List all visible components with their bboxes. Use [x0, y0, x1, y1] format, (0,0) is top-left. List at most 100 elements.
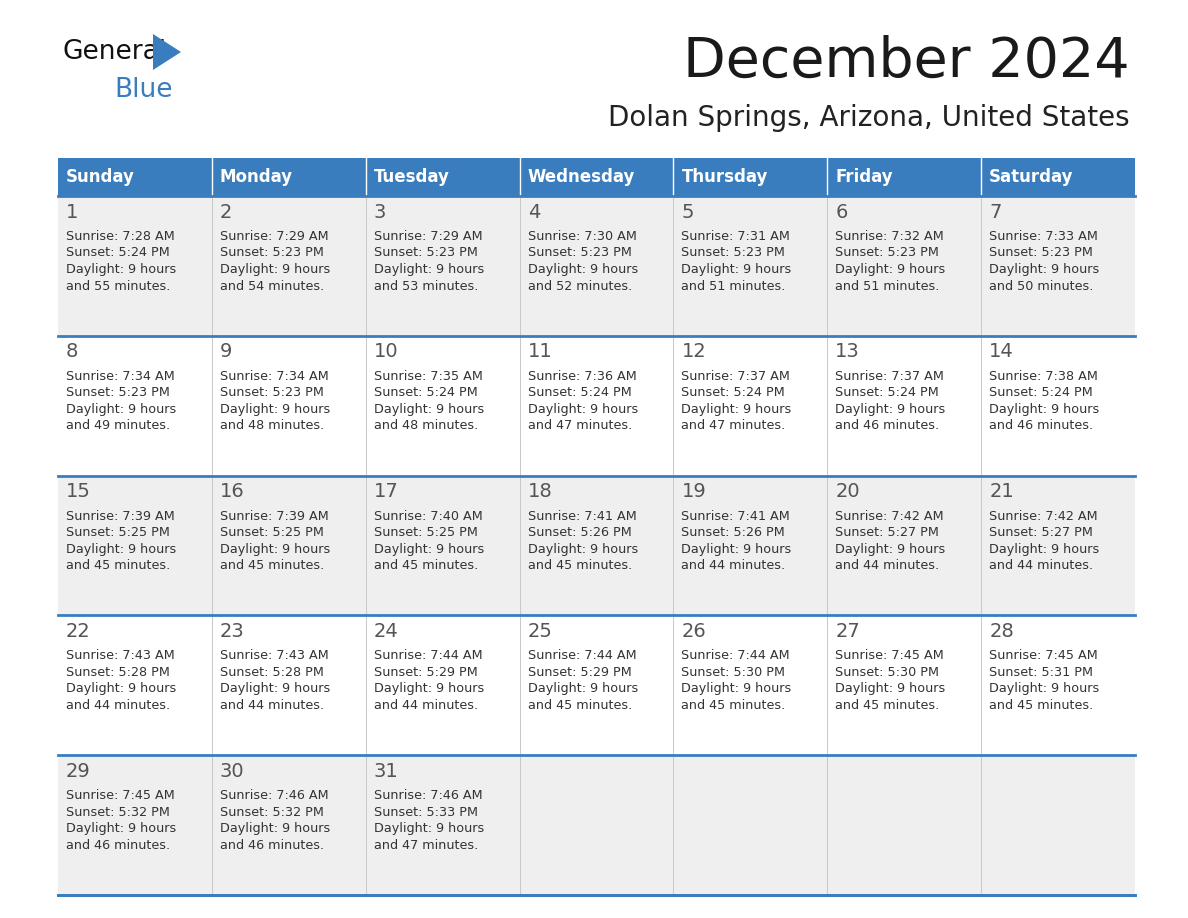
Text: Sunset: 5:29 PM: Sunset: 5:29 PM [527, 666, 631, 679]
Text: and 47 minutes.: and 47 minutes. [682, 420, 785, 432]
Text: Daylight: 9 hours: Daylight: 9 hours [220, 403, 330, 416]
Text: 30: 30 [220, 762, 245, 780]
Text: Blue: Blue [114, 77, 172, 103]
Text: Daylight: 9 hours: Daylight: 9 hours [682, 403, 791, 416]
Text: Sunrise: 7:30 AM: Sunrise: 7:30 AM [527, 230, 637, 243]
Bar [58, 336, 1135, 476]
Text: Daylight: 9 hours: Daylight: 9 hours [67, 263, 176, 276]
Bar [827, 158, 981, 196]
Bar [58, 476, 1135, 615]
Text: Daylight: 9 hours: Daylight: 9 hours [374, 543, 484, 555]
Text: Sunset: 5:24 PM: Sunset: 5:24 PM [835, 386, 939, 399]
Text: 9: 9 [220, 342, 232, 362]
Text: and 48 minutes.: and 48 minutes. [220, 420, 324, 432]
Text: Wednesday: Wednesday [527, 168, 634, 186]
Text: Sunrise: 7:34 AM: Sunrise: 7:34 AM [67, 370, 175, 383]
Text: Sunset: 5:24 PM: Sunset: 5:24 PM [527, 386, 631, 399]
Text: and 51 minutes.: and 51 minutes. [682, 279, 785, 293]
Text: Sunset: 5:23 PM: Sunset: 5:23 PM [374, 247, 478, 260]
Text: Sunrise: 7:43 AM: Sunrise: 7:43 AM [67, 649, 175, 663]
Bar [366, 158, 519, 196]
Text: Daylight: 9 hours: Daylight: 9 hours [527, 403, 638, 416]
Text: and 54 minutes.: and 54 minutes. [220, 279, 324, 293]
Text: 6: 6 [835, 203, 848, 221]
Text: Friday: Friday [835, 168, 893, 186]
Text: Sunset: 5:24 PM: Sunset: 5:24 PM [682, 386, 785, 399]
Text: Sunset: 5:30 PM: Sunset: 5:30 PM [682, 666, 785, 679]
Text: 10: 10 [374, 342, 398, 362]
Text: Sunrise: 7:29 AM: Sunrise: 7:29 AM [374, 230, 482, 243]
Text: Sunrise: 7:29 AM: Sunrise: 7:29 AM [220, 230, 329, 243]
Text: Daylight: 9 hours: Daylight: 9 hours [527, 263, 638, 276]
Text: Sunset: 5:23 PM: Sunset: 5:23 PM [835, 247, 940, 260]
Text: Sunrise: 7:39 AM: Sunrise: 7:39 AM [67, 509, 175, 522]
Text: Sunrise: 7:37 AM: Sunrise: 7:37 AM [682, 370, 790, 383]
Text: 28: 28 [990, 621, 1013, 641]
Text: 23: 23 [220, 621, 245, 641]
Text: Sunset: 5:27 PM: Sunset: 5:27 PM [990, 526, 1093, 539]
Text: Sunrise: 7:45 AM: Sunrise: 7:45 AM [990, 649, 1098, 663]
Text: and 49 minutes.: and 49 minutes. [67, 420, 170, 432]
Text: 11: 11 [527, 342, 552, 362]
Text: Daylight: 9 hours: Daylight: 9 hours [835, 543, 946, 555]
Bar [211, 158, 366, 196]
Text: and 47 minutes.: and 47 minutes. [527, 420, 632, 432]
Text: Sunset: 5:30 PM: Sunset: 5:30 PM [835, 666, 940, 679]
Text: 25: 25 [527, 621, 552, 641]
Bar [58, 615, 1135, 756]
Text: Daylight: 9 hours: Daylight: 9 hours [374, 263, 484, 276]
Text: Daylight: 9 hours: Daylight: 9 hours [67, 823, 176, 835]
Text: Sunset: 5:23 PM: Sunset: 5:23 PM [682, 247, 785, 260]
Text: 29: 29 [67, 762, 90, 780]
Text: 8: 8 [67, 342, 78, 362]
Text: 16: 16 [220, 482, 245, 501]
Text: and 44 minutes.: and 44 minutes. [835, 559, 940, 572]
Text: Sunrise: 7:36 AM: Sunrise: 7:36 AM [527, 370, 637, 383]
Text: Sunrise: 7:46 AM: Sunrise: 7:46 AM [374, 789, 482, 802]
Text: Sunset: 5:27 PM: Sunset: 5:27 PM [835, 526, 940, 539]
Text: and 45 minutes.: and 45 minutes. [682, 699, 785, 711]
Text: and 44 minutes.: and 44 minutes. [220, 699, 324, 711]
Text: Sunset: 5:26 PM: Sunset: 5:26 PM [682, 526, 785, 539]
Text: 27: 27 [835, 621, 860, 641]
Text: Sunset: 5:23 PM: Sunset: 5:23 PM [990, 247, 1093, 260]
Text: Sunrise: 7:28 AM: Sunrise: 7:28 AM [67, 230, 175, 243]
Text: 19: 19 [682, 482, 706, 501]
Text: Sunset: 5:24 PM: Sunset: 5:24 PM [67, 247, 170, 260]
Text: Sunset: 5:24 PM: Sunset: 5:24 PM [990, 386, 1093, 399]
Text: Daylight: 9 hours: Daylight: 9 hours [990, 403, 1099, 416]
Text: Daylight: 9 hours: Daylight: 9 hours [990, 263, 1099, 276]
Text: Sunrise: 7:35 AM: Sunrise: 7:35 AM [374, 370, 482, 383]
Text: Sunset: 5:23 PM: Sunset: 5:23 PM [220, 386, 324, 399]
Text: Sunset: 5:23 PM: Sunset: 5:23 PM [527, 247, 632, 260]
Text: Sunrise: 7:45 AM: Sunrise: 7:45 AM [67, 789, 175, 802]
Text: Sunset: 5:29 PM: Sunset: 5:29 PM [374, 666, 478, 679]
Text: and 45 minutes.: and 45 minutes. [835, 699, 940, 711]
Text: Daylight: 9 hours: Daylight: 9 hours [374, 682, 484, 696]
Bar [58, 158, 211, 196]
Text: Sunset: 5:25 PM: Sunset: 5:25 PM [67, 526, 170, 539]
Text: Daylight: 9 hours: Daylight: 9 hours [835, 403, 946, 416]
Text: and 46 minutes.: and 46 minutes. [990, 420, 1093, 432]
Text: 1: 1 [67, 203, 78, 221]
Text: 13: 13 [835, 342, 860, 362]
Text: Sunset: 5:24 PM: Sunset: 5:24 PM [374, 386, 478, 399]
Text: Sunset: 5:32 PM: Sunset: 5:32 PM [220, 806, 324, 819]
Text: and 45 minutes.: and 45 minutes. [527, 559, 632, 572]
Text: Tuesday: Tuesday [374, 168, 449, 186]
Text: 18: 18 [527, 482, 552, 501]
Text: 12: 12 [682, 342, 706, 362]
Bar [58, 756, 1135, 895]
Text: Daylight: 9 hours: Daylight: 9 hours [835, 263, 946, 276]
Text: Sunrise: 7:34 AM: Sunrise: 7:34 AM [220, 370, 329, 383]
Text: Daylight: 9 hours: Daylight: 9 hours [682, 682, 791, 696]
Text: Daylight: 9 hours: Daylight: 9 hours [67, 403, 176, 416]
Text: 22: 22 [67, 621, 90, 641]
Text: 14: 14 [990, 342, 1013, 362]
Text: Saturday: Saturday [990, 168, 1074, 186]
Text: 3: 3 [374, 203, 386, 221]
Text: Daylight: 9 hours: Daylight: 9 hours [527, 543, 638, 555]
Text: Daylight: 9 hours: Daylight: 9 hours [67, 682, 176, 696]
Text: Daylight: 9 hours: Daylight: 9 hours [990, 543, 1099, 555]
Text: and 53 minutes.: and 53 minutes. [374, 279, 478, 293]
